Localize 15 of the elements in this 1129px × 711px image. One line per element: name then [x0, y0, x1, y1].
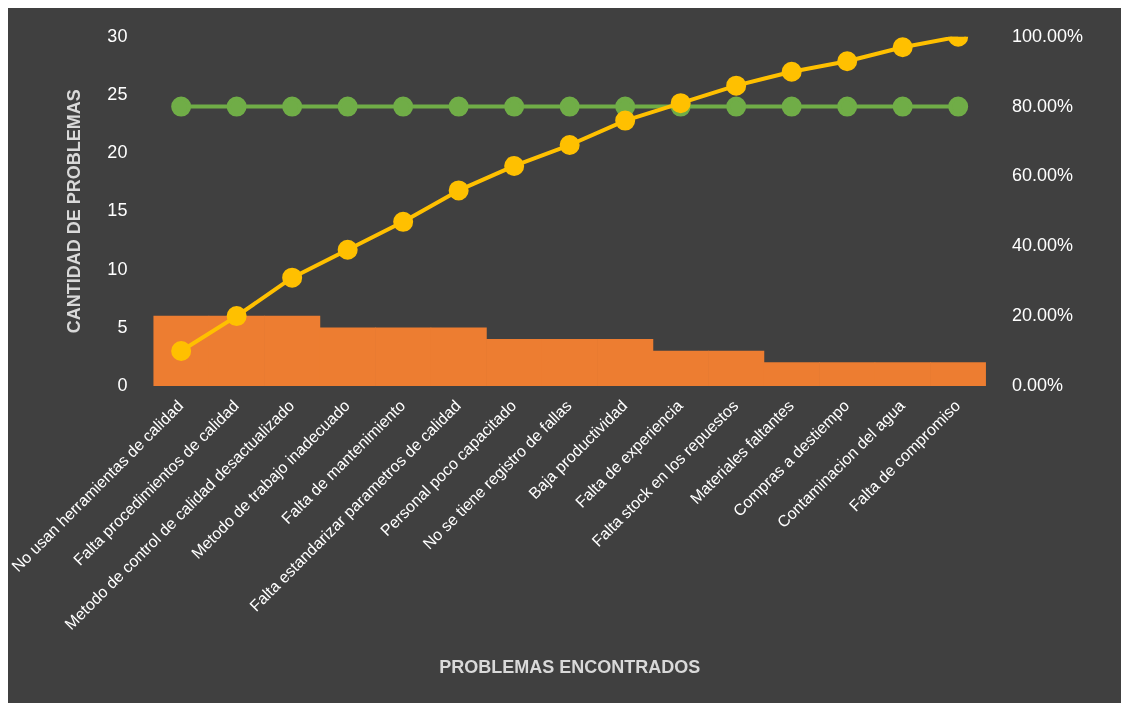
- y2-tick-label: 20.00%: [1011, 305, 1073, 326]
- y-tick-label: 15: [107, 200, 128, 221]
- x-axis-title: PROBLEMAS ENCONTRADOS: [439, 657, 701, 678]
- y2-tick-label: 80.00%: [1011, 95, 1073, 116]
- y-axis-title: CANTIDAD DE PROBLEMAS: [63, 89, 84, 334]
- y2-tick-label: 40.00%: [1011, 235, 1073, 256]
- y2-tick-label: 100.00%: [1011, 25, 1083, 46]
- y-tick-label: 30: [107, 25, 128, 46]
- y-tick-label: 5: [117, 316, 128, 337]
- y-tick-label: 10: [107, 258, 128, 279]
- y-tick-label: 25: [107, 83, 128, 104]
- y-tick-label: 0: [117, 374, 128, 395]
- y-tick-label: 20: [107, 142, 128, 163]
- y2-tick-label: 60.00%: [1011, 165, 1073, 186]
- y2-tick-label: 0.00%: [1011, 374, 1063, 395]
